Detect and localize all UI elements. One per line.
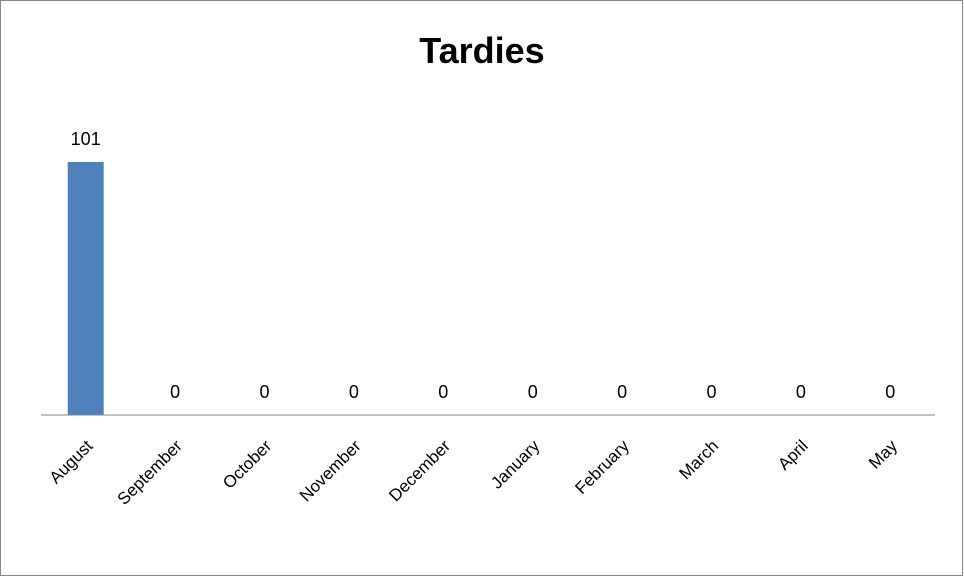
x-tick-label-april: April xyxy=(774,436,811,473)
data-label-may: 0 xyxy=(885,382,895,402)
bars-group xyxy=(67,162,104,415)
data-label-january: 0 xyxy=(528,382,538,402)
data-label-february: 0 xyxy=(617,382,627,402)
x-tick-label-february: February xyxy=(571,436,633,498)
x-tick-label-january: January xyxy=(487,436,544,493)
data-label-august: 101 xyxy=(71,129,101,149)
x-tick-labels-group: August September October November December Ja… xyxy=(46,436,902,509)
bar-august xyxy=(67,162,104,415)
x-tick-label-may: May xyxy=(865,436,901,472)
data-label-december: 0 xyxy=(438,382,448,402)
x-tick-label-november: November xyxy=(296,436,365,505)
data-label-september: 0 xyxy=(170,382,180,402)
chart-title: Tardies xyxy=(419,30,545,71)
data-labels-group: 101 0 0 0 0 0 0 0 0 0 xyxy=(71,129,896,402)
x-tick-label-august: August xyxy=(46,436,97,487)
data-label-november: 0 xyxy=(349,382,359,402)
data-label-april: 0 xyxy=(796,382,806,402)
data-label-october: 0 xyxy=(259,382,269,402)
x-tick-label-october: October xyxy=(219,436,275,492)
x-tick-label-september: September xyxy=(114,436,186,508)
x-tick-label-march: March xyxy=(675,436,722,483)
x-tick-label-december: December xyxy=(385,436,454,505)
data-label-march: 0 xyxy=(706,382,716,402)
